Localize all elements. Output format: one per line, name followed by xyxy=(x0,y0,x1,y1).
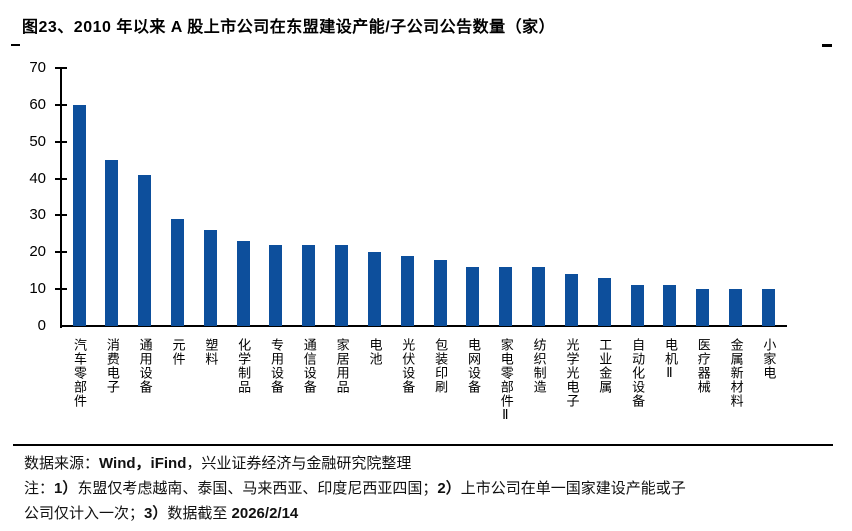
x-axis-line xyxy=(60,325,787,327)
bar-电网设备 xyxy=(466,267,480,326)
y-tick-mark xyxy=(55,251,67,254)
x-label-化学制品: 化学制品 xyxy=(236,338,252,394)
x-label-通用设备: 通用设备 xyxy=(137,338,153,394)
bar-塑料 xyxy=(203,230,217,326)
bar-家居用品 xyxy=(335,244,349,326)
y-tick-label: 10 xyxy=(29,280,46,298)
footer: 数据来源：Wind，iFind，兴业证券经济与金融研究院整理 注：1）东盟仅考虑… xyxy=(24,451,834,526)
y-tick-mark xyxy=(55,140,67,143)
bar-汽车零部件 xyxy=(72,104,86,326)
x-label-塑料: 塑料 xyxy=(203,338,219,366)
x-label-汽车零部件: 汽车零部件 xyxy=(72,338,87,408)
x-label-包装印刷: 包装印刷 xyxy=(433,338,449,394)
bar-医疗器械 xyxy=(696,289,710,326)
x-label-工业金属: 工业金属 xyxy=(597,338,613,394)
y-axis-line xyxy=(60,68,62,328)
x-label-专用设备: 专用设备 xyxy=(268,338,284,394)
bar-元件 xyxy=(170,219,184,326)
footer-divider xyxy=(13,444,833,446)
bar-消费电子 xyxy=(105,160,119,326)
x-label-光学光电子: 光学光电子 xyxy=(564,338,580,408)
bar-包装印刷 xyxy=(433,259,447,326)
y-tick-label: 60 xyxy=(29,95,46,113)
bar-chart: 0 10 20 30 40 50 60 70 汽车零部件 消费电子 通用设备 元件 塑料 化学制品 专用设备… xyxy=(29,59,787,424)
x-label-元件: 元件 xyxy=(170,338,186,366)
x-label-电网设备: 电网设备 xyxy=(465,338,481,394)
note-text-3: 公司仅计入一次； xyxy=(24,505,145,522)
page-artifact-dash-left xyxy=(11,44,20,46)
note-num-1: 1） xyxy=(54,480,78,497)
note-num-2: 2） xyxy=(437,480,461,497)
x-label-医疗器械: 医疗器械 xyxy=(695,338,711,394)
bar-自动化设备 xyxy=(630,285,644,326)
x-label-自动化设备: 自动化设备 xyxy=(630,338,646,408)
y-tick-label: 40 xyxy=(29,169,46,187)
bar-光学光电子 xyxy=(564,274,578,326)
bar-光伏设备 xyxy=(400,255,414,326)
bar-小家电 xyxy=(761,289,775,326)
bar-化学制品 xyxy=(236,241,250,326)
y-tick-mark xyxy=(55,103,67,106)
note-date: 2026/2/14 xyxy=(231,505,299,522)
y-tick-mark xyxy=(55,67,67,69)
data-source-line: 数据来源：Wind，iFind，兴业证券经济与金融研究院整理 xyxy=(24,451,834,476)
note-line-2: 公司仅计入一次；3）数据截至 2026/2/14 xyxy=(24,501,834,526)
bar-通用设备 xyxy=(138,174,152,326)
x-label-通信设备: 通信设备 xyxy=(301,338,317,394)
y-tick-label: 50 xyxy=(29,132,46,150)
x-label-家电零部件Ⅱ: 家电零部件Ⅱ xyxy=(498,338,514,424)
x-label-消费电子: 消费电子 xyxy=(104,338,120,394)
x-label-家居用品: 家居用品 xyxy=(334,338,350,394)
source-providers: Wind，iFind xyxy=(99,455,187,472)
note-line-1: 注：1）东盟仅考虑越南、泰国、马来西亚、印度尼西亚四国；2）上市公司在单一国家建… xyxy=(24,476,834,501)
y-tick-label: 0 xyxy=(37,317,46,334)
bar-电机Ⅱ xyxy=(663,285,677,326)
bar-纺织制造 xyxy=(532,267,546,326)
y-tick-mark xyxy=(55,177,67,180)
bar-工业金属 xyxy=(597,278,611,326)
source-org: ，兴业证券经济与金融研究院整理 xyxy=(186,455,412,472)
x-label-金属新材料: 金属新材料 xyxy=(728,338,744,408)
x-label-电池: 电池 xyxy=(367,338,383,366)
y-tick-label: 70 xyxy=(29,59,46,76)
bar-家电零部件Ⅱ xyxy=(499,267,513,326)
x-label-小家电: 小家电 xyxy=(761,338,777,380)
note-text-4: 数据截至 xyxy=(167,505,232,522)
y-tick-label: 20 xyxy=(29,243,46,261)
note-prefix: 注： xyxy=(24,480,55,497)
source-label: 数据来源： xyxy=(24,455,100,472)
y-tick-label: 30 xyxy=(29,206,46,224)
x-label-光伏设备: 光伏设备 xyxy=(400,338,416,394)
bar-电池 xyxy=(367,252,381,326)
bar-金属新材料 xyxy=(729,289,743,326)
x-label-电机Ⅱ: 电机Ⅱ xyxy=(662,338,678,382)
note-num-3: 3） xyxy=(144,505,168,522)
y-tick-mark xyxy=(55,214,67,217)
bar-通信设备 xyxy=(302,244,316,326)
x-label-纺织制造: 纺织制造 xyxy=(531,338,547,394)
note-text-1: 东盟仅考虑越南、泰国、马来西亚、印度尼西亚四国； xyxy=(77,480,438,497)
y-tick-mark xyxy=(55,288,67,291)
page-artifact-dash-right xyxy=(822,44,832,47)
note-text-2: 上市公司在单一国家建设产能或子 xyxy=(460,480,686,497)
figure-title: 图23、2010 年以来 A 股上市公司在东盟建设产能/子公司公告数量（家） xyxy=(22,19,556,36)
bar-专用设备 xyxy=(269,244,283,326)
